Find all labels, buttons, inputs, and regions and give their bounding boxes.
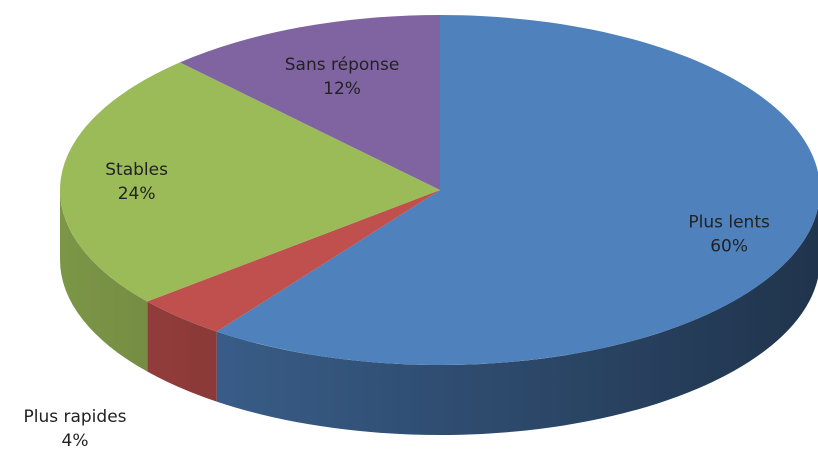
slice-value-label: 12% — [323, 79, 361, 99]
slice-label: Stables — [105, 160, 168, 180]
slice-value-label: 24% — [118, 184, 156, 204]
slice — [179, 15, 440, 190]
slice — [147, 190, 441, 332]
slice-side — [147, 301, 217, 402]
slice-label: Plus lents — [688, 212, 770, 232]
slice — [216, 15, 818, 365]
slice-side — [60, 190, 148, 372]
slice-value-label: 60% — [710, 236, 748, 256]
slice-side — [216, 207, 818, 435]
slice-label: Sans réponse — [285, 55, 400, 75]
slice — [60, 62, 441, 302]
slice-value-label: 4% — [62, 431, 89, 451]
slice-label: Plus rapides — [23, 407, 126, 427]
